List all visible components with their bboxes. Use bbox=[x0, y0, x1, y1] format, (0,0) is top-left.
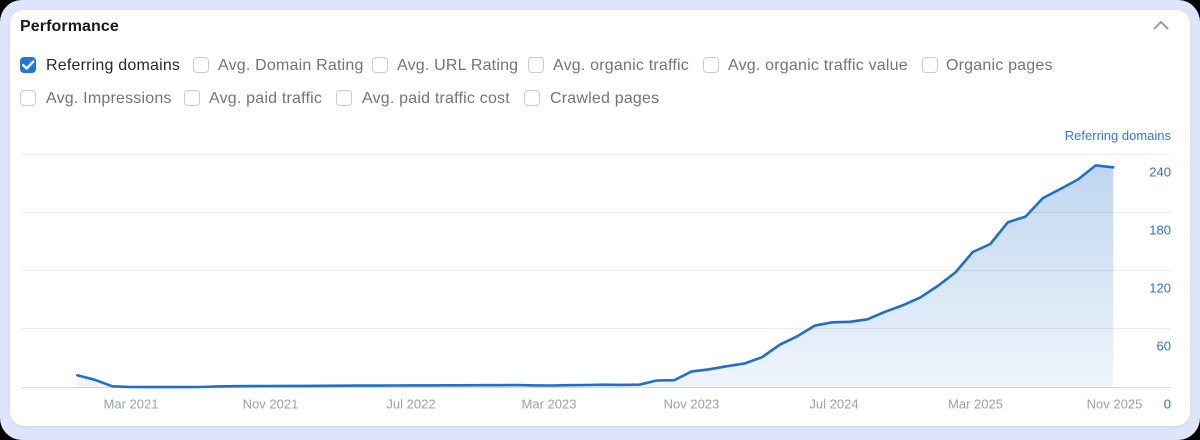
svg-text:60: 60 bbox=[1157, 339, 1171, 354]
svg-text:Nov 2025: Nov 2025 bbox=[1087, 397, 1143, 412]
svg-text:120: 120 bbox=[1149, 281, 1171, 296]
svg-text:180: 180 bbox=[1149, 223, 1171, 238]
svg-text:Nov 2021: Nov 2021 bbox=[243, 397, 299, 412]
svg-text:Nov 2023: Nov 2023 bbox=[664, 397, 720, 412]
svg-text:Referring domains: Referring domains bbox=[1065, 128, 1172, 143]
svg-text:0: 0 bbox=[1164, 397, 1171, 412]
svg-text:240: 240 bbox=[1149, 165, 1171, 180]
svg-text:Mar 2025: Mar 2025 bbox=[948, 397, 1003, 412]
svg-text:Mar 2021: Mar 2021 bbox=[104, 397, 159, 412]
svg-text:Jul 2024: Jul 2024 bbox=[809, 397, 858, 412]
svg-text:Mar 2023: Mar 2023 bbox=[522, 397, 577, 412]
svg-text:Jul 2022: Jul 2022 bbox=[386, 397, 435, 412]
